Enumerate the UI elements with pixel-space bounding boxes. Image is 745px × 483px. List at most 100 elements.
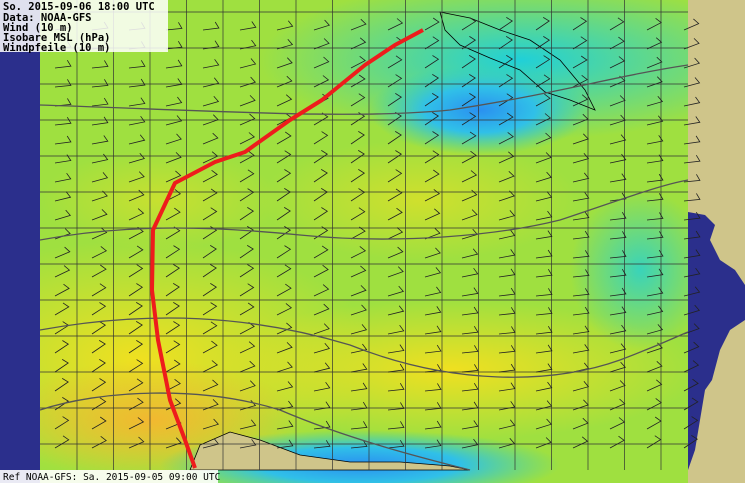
wind-barb <box>498 55 514 69</box>
wind-barb <box>165 96 183 107</box>
wind-barb <box>91 190 108 202</box>
wind-barb <box>424 325 442 335</box>
wind-barb <box>683 323 700 335</box>
wind-barb <box>461 438 479 449</box>
wind-barb <box>313 75 330 88</box>
wind-barb <box>128 283 144 297</box>
wind-barb <box>461 55 476 69</box>
wind-barb <box>498 419 516 430</box>
wind-barb <box>91 283 107 297</box>
wind-barb <box>535 74 551 88</box>
wind-barb <box>535 230 553 240</box>
wind-barb <box>424 150 440 164</box>
wind-barb <box>239 21 257 31</box>
wind-barb <box>572 17 588 31</box>
wind-barb <box>646 305 664 316</box>
wind-barb <box>239 113 256 126</box>
wind-barb <box>202 399 219 411</box>
wind-barb <box>239 283 255 297</box>
wind-barb <box>387 188 403 202</box>
wind-barb <box>387 150 403 164</box>
wind-barb <box>461 420 479 430</box>
wind-barb <box>683 193 701 202</box>
wind-barb <box>387 363 405 373</box>
wind-barb <box>91 340 106 354</box>
wind-barb <box>165 78 183 88</box>
wind-barb <box>646 56 663 69</box>
wind-barb <box>202 151 219 164</box>
wind-barb <box>646 379 663 392</box>
wind-barb <box>572 230 590 240</box>
header-line: So. 2015-09-06 18:00 UTC <box>3 1 155 13</box>
wind-barb <box>535 17 550 31</box>
wind-barb <box>535 288 553 297</box>
wind-barb <box>350 18 367 31</box>
header-line: Wind (10 m) <box>3 22 73 34</box>
wind-barb <box>683 135 701 145</box>
wind-barb <box>646 212 664 221</box>
wind-barb <box>165 207 181 221</box>
wind-barb <box>128 134 146 145</box>
wind-barb <box>646 416 662 430</box>
wind-barb <box>387 285 405 297</box>
wind-barb <box>54 265 71 278</box>
wind-barb <box>461 248 479 259</box>
wind-barb <box>535 113 552 126</box>
wind-barb <box>498 190 515 202</box>
wind-barb <box>498 268 516 278</box>
wind-barb <box>683 304 701 316</box>
wind-barb <box>350 207 366 221</box>
wind-barb <box>239 439 257 449</box>
wind-barb <box>535 249 553 259</box>
wind-barb <box>683 211 701 221</box>
wind-barb <box>424 402 442 411</box>
wind-barb <box>313 420 331 430</box>
wind-barb <box>128 78 146 88</box>
wind-barb <box>498 249 516 259</box>
wind-barb <box>165 115 183 126</box>
wind-barb <box>609 268 627 278</box>
wind-barb <box>424 55 440 69</box>
wind-barb <box>128 378 144 392</box>
wind-barb <box>54 135 72 145</box>
wind-barb <box>572 172 590 183</box>
wind-barb <box>609 324 627 335</box>
wind-barb <box>572 344 590 354</box>
wind-barb <box>683 38 700 50</box>
wind-barb <box>387 246 404 259</box>
wind-barb <box>387 207 403 221</box>
wind-barb <box>424 228 441 240</box>
wind-barb <box>683 360 700 373</box>
wind-barb <box>276 264 292 278</box>
wind-barb <box>498 438 516 449</box>
wind-barb <box>683 435 699 449</box>
wind-barb <box>646 173 664 183</box>
wind-barb <box>276 381 294 392</box>
wind-barb <box>646 231 664 240</box>
wind-barb <box>387 439 405 449</box>
wind-barb <box>239 58 257 69</box>
wind-barb <box>202 226 218 240</box>
wind-barb <box>609 435 625 449</box>
wind-barb <box>350 421 368 430</box>
land-west <box>0 0 40 483</box>
wind-barb <box>313 150 329 164</box>
wind-barb <box>498 74 514 88</box>
wind-barb <box>572 399 589 411</box>
wind-barb <box>646 135 664 145</box>
wind-barb <box>535 171 553 183</box>
wind-barb <box>350 37 367 50</box>
wind-barb <box>91 416 107 430</box>
wind-barb <box>646 287 664 297</box>
wind-barb <box>165 302 180 316</box>
wind-barb <box>535 36 551 50</box>
wind-barb <box>202 40 220 50</box>
wind-barb <box>54 302 70 316</box>
wind-barb <box>54 246 71 259</box>
wind-barb <box>646 193 664 202</box>
wind-barb <box>461 189 478 202</box>
wind-barb <box>350 74 366 88</box>
wind-barb <box>461 150 477 164</box>
wind-barb <box>239 341 256 354</box>
wind-barb <box>535 418 553 430</box>
